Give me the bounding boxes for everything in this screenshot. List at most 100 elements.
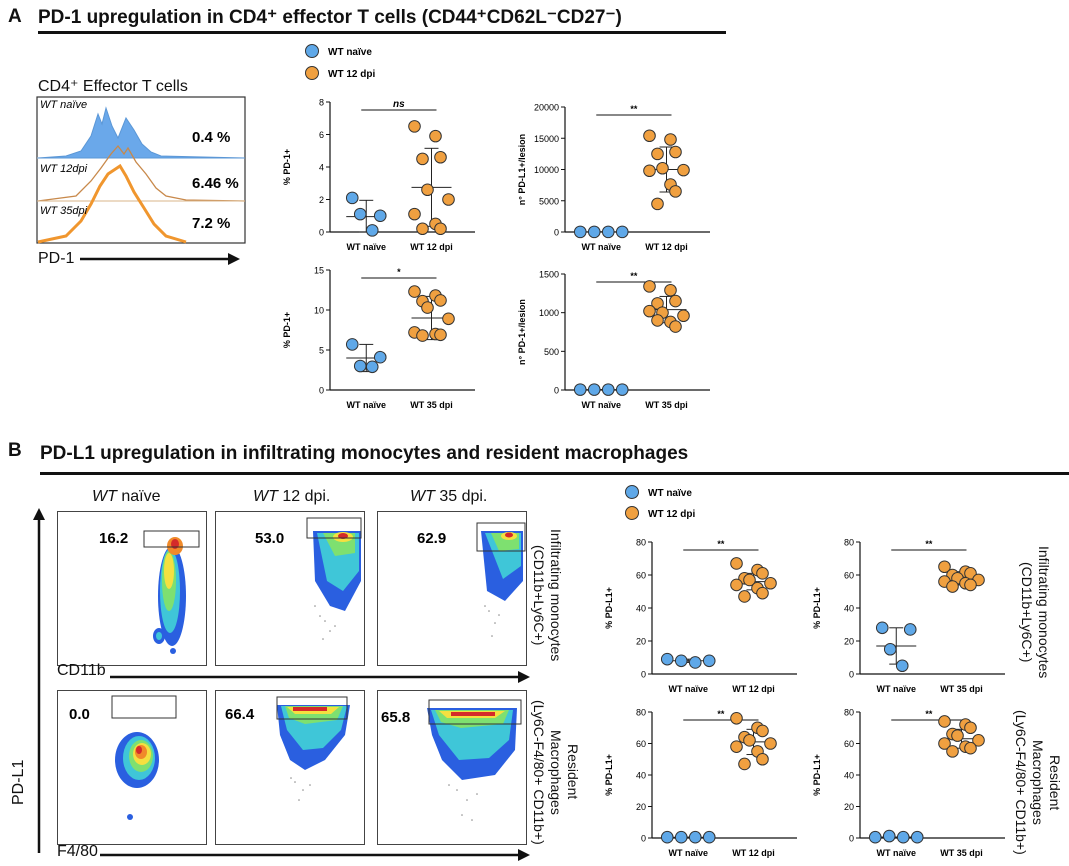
density-cloud bbox=[115, 732, 159, 820]
x-tick-label: WT 12 dpi bbox=[645, 242, 688, 252]
y-tick-label: 0 bbox=[849, 670, 854, 680]
x-tick-label: WT naïve bbox=[346, 400, 386, 410]
significance-label: ** bbox=[925, 539, 933, 549]
data-point bbox=[408, 285, 421, 298]
data-point bbox=[756, 567, 769, 580]
data-point bbox=[651, 197, 664, 211]
hist-row-label: WT naïve bbox=[40, 99, 87, 111]
y-axis-label: % PD-1+ bbox=[282, 149, 292, 185]
x-tick-label: WT 12 dpi bbox=[732, 684, 775, 694]
data-point bbox=[951, 729, 964, 742]
legend-naive-label: WT naïve bbox=[328, 47, 372, 58]
y-tick-label: 80 bbox=[844, 538, 854, 548]
y-tick-label: 60 bbox=[844, 739, 854, 749]
f480-axis-arrow bbox=[100, 849, 530, 861]
data-point bbox=[946, 745, 959, 758]
y-axis-label: % PD-L1+ bbox=[604, 587, 614, 629]
data-point bbox=[730, 557, 743, 570]
y-tick-label: 15 bbox=[314, 266, 324, 276]
data-point bbox=[434, 328, 447, 342]
data-point bbox=[702, 830, 716, 844]
data-point bbox=[373, 350, 387, 364]
y-tick-label: 80 bbox=[636, 538, 646, 548]
y-tick-label: 0 bbox=[849, 834, 854, 844]
data-point bbox=[373, 209, 387, 223]
gate-value: 0.0 bbox=[69, 706, 90, 723]
data-point bbox=[895, 659, 909, 673]
data-point bbox=[910, 830, 924, 844]
hist-naive-curve bbox=[37, 106, 246, 159]
data-point bbox=[651, 314, 664, 327]
y-tick-label: 0 bbox=[319, 386, 324, 396]
density-cloud bbox=[277, 705, 350, 801]
data-point bbox=[353, 207, 367, 221]
hist-pct-value: 0.4 % bbox=[192, 129, 230, 146]
data-point bbox=[643, 129, 656, 143]
data-point bbox=[660, 652, 674, 666]
y-tick-label: 40 bbox=[636, 604, 646, 614]
x-tick-label: WT naïve bbox=[668, 848, 708, 858]
legend-b: WT naïve WT 12 dpi bbox=[625, 485, 695, 520]
data-point bbox=[421, 183, 434, 197]
significance-label: * bbox=[397, 267, 401, 277]
density-cloud bbox=[313, 531, 361, 640]
gate-value: 65.8 bbox=[381, 709, 410, 726]
significance-label: ** bbox=[925, 709, 933, 719]
hist-row-label: WT 12dpi bbox=[40, 163, 88, 175]
chart-b3: 0 20 40 60 80 % PD-L1+ WT naïve WT 12 dpi ** bbox=[604, 708, 797, 858]
y-tick-label: 0 bbox=[319, 228, 324, 238]
hist-35dpi-curve bbox=[37, 163, 187, 244]
hist-pct-value: 6.46 % bbox=[192, 175, 239, 192]
gate-box bbox=[111, 695, 177, 719]
data-point bbox=[442, 312, 455, 326]
data-point bbox=[434, 294, 447, 307]
data-point bbox=[738, 590, 751, 603]
y-axis-label: % PD-L1+ bbox=[812, 754, 822, 796]
data-point bbox=[677, 163, 690, 177]
y-tick-label: 60 bbox=[844, 571, 854, 581]
gate-box bbox=[306, 517, 362, 539]
significance-label: ** bbox=[630, 271, 638, 281]
chart-a4: 0 500 1000 1500 n° PD-1+/lesion WT naïve WT 35… bbox=[517, 270, 710, 410]
legend-naive-marker bbox=[625, 485, 639, 499]
data-point bbox=[345, 338, 359, 351]
data-point bbox=[688, 830, 702, 844]
data-point bbox=[972, 734, 985, 747]
data-point bbox=[587, 225, 601, 239]
gate-box bbox=[143, 530, 200, 548]
flow-side-label-macrophages: Resident Macrophages (Ly6C-F4/80+ CD11b+) bbox=[531, 699, 581, 845]
chart-a1: 0 2 4 6 8 % PD-1+ WT naïve WT 12 dpi ns bbox=[282, 98, 475, 252]
x-tick-label: WT 12 dpi bbox=[732, 848, 775, 858]
x-tick-label: WT 35 dpi bbox=[940, 848, 983, 858]
data-point bbox=[643, 304, 656, 318]
y-tick-label: 20 bbox=[844, 802, 854, 812]
y-tick-label: 5 bbox=[319, 346, 324, 356]
data-point bbox=[353, 359, 367, 373]
chart-b1: 0 20 40 60 80 % PD-L1+ WT naïve WT 12 dpi ** bbox=[604, 538, 797, 694]
data-point bbox=[416, 222, 429, 236]
data-point bbox=[764, 576, 777, 590]
gate-box bbox=[428, 699, 522, 725]
data-point bbox=[615, 225, 629, 239]
data-point bbox=[408, 207, 421, 221]
data-point bbox=[674, 830, 688, 844]
panel-b-title: PD-L1 upregulation in infiltrating monoc… bbox=[40, 443, 689, 464]
histogram-frame bbox=[36, 96, 246, 244]
y-tick-label: 10 bbox=[314, 306, 324, 316]
y-tick-label: 80 bbox=[844, 708, 854, 718]
x-tick-label: WT 35 dpi bbox=[410, 400, 453, 410]
y-tick-label: 500 bbox=[544, 347, 559, 357]
y-tick-label: 60 bbox=[636, 739, 646, 749]
legend-12dpi-marker bbox=[625, 506, 639, 520]
hist-axis-label: PD-1 bbox=[38, 250, 75, 267]
y-tick-label: 20 bbox=[844, 637, 854, 647]
data-point bbox=[643, 164, 656, 178]
legend-naive-label: WT naïve bbox=[648, 488, 692, 499]
flow-plot-naive-macrophages: 0.0 bbox=[57, 690, 207, 845]
data-point bbox=[730, 740, 743, 753]
data-point bbox=[946, 580, 959, 593]
y-axis-label: % PD-L1+ bbox=[604, 754, 614, 796]
chart-b4: 0 20 40 60 80 % PD-L1+ WT naïve WT 35 dpi ** bbox=[812, 708, 1005, 858]
f480-axis-label: F4/80 bbox=[57, 843, 98, 860]
data-point bbox=[669, 294, 682, 308]
